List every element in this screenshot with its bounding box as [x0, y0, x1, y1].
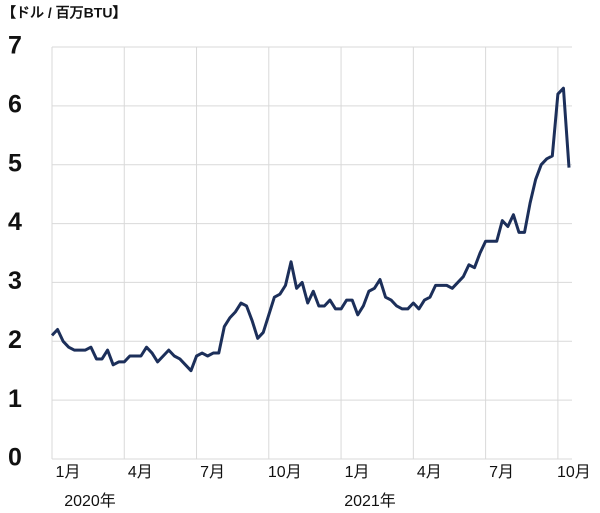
- x-tick-label: 1月: [345, 464, 370, 481]
- x-tick-label: 1月: [56, 464, 81, 481]
- y-tick-label: 4: [8, 208, 22, 236]
- price-line: [50, 86, 571, 373]
- x-tick-label: 7月: [200, 464, 225, 481]
- y-tick-label: 2: [8, 326, 22, 354]
- year-label: 2020年: [64, 492, 116, 510]
- x-tick-label: 4月: [128, 464, 153, 481]
- y-tick-label: 3: [8, 267, 22, 295]
- x-tick-label: 4月: [417, 464, 442, 481]
- y-tick-label: 6: [8, 90, 22, 118]
- x-tick-label: 10月: [268, 464, 302, 481]
- y-tick-label: 0: [8, 444, 22, 472]
- y-tick-label: 7: [8, 32, 22, 60]
- y-tick-label: 1: [8, 385, 22, 413]
- x-tick-label: 7月: [489, 464, 514, 481]
- x-tick-label: 10月: [557, 464, 591, 481]
- year-label: 2021年: [344, 492, 396, 510]
- unit-label: 【ドル / 百万BTU】: [2, 5, 126, 21]
- y-tick-label: 5: [8, 149, 22, 177]
